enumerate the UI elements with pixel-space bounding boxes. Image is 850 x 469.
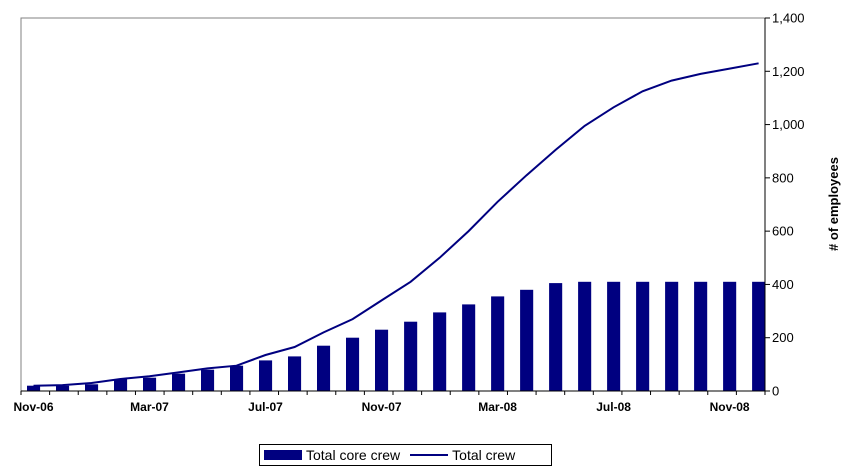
y-tick-label: 400 (772, 277, 794, 292)
bar-May-08 (549, 283, 563, 391)
bar-Aug-07 (288, 356, 302, 391)
x-tick-label: Nov-06 (13, 400, 53, 414)
y-tick-label: 0 (772, 384, 779, 399)
bar-Dec-06 (56, 385, 70, 391)
bar-Jun-07 (230, 365, 244, 391)
legend-item-total-crew: Total crew (404, 447, 515, 463)
y-tick-label: 600 (772, 224, 794, 239)
x-tick-label: Jul-08 (596, 400, 631, 414)
bar-Apr-08 (520, 289, 534, 391)
x-tick-label: Nov-07 (362, 400, 402, 414)
y-tick-label: 1,400 (772, 11, 805, 26)
legend-label-core-crew: Total core crew (306, 447, 401, 463)
bar-Mar-07 (143, 377, 157, 391)
x-ticks: Nov-06 Mar-07 Jul-07 Nov-07 Mar-08 Jul-08 Nov-… (13, 391, 766, 414)
legend: Total core crew Total crew (259, 444, 552, 466)
bar-Sep-08 (665, 281, 679, 391)
legend-item-core-crew: Total core crew (264, 447, 400, 463)
y-axis-label: # of employees (826, 157, 841, 251)
legend-label-total-crew: Total crew (452, 447, 516, 463)
bar-Nov-08 (723, 281, 737, 391)
y-tick-label: 1,000 (772, 117, 805, 132)
bar-Dec-07 (404, 321, 418, 391)
bar-Oct-07 (346, 337, 360, 391)
x-tick-label: Jul-07 (248, 400, 283, 414)
bar-Feb-08 (462, 304, 476, 391)
plot-area (20, 17, 766, 392)
bar-Nov-06 (27, 385, 41, 391)
y-tick-label: 1,200 (772, 64, 805, 79)
bar-Jul-08 (607, 281, 621, 391)
bar-Aug-08 (636, 281, 650, 391)
line-series-total-crew (33, 62, 759, 387)
bar-Oct-08 (694, 281, 708, 391)
bar-Jun-08 (578, 281, 592, 391)
bar-Mar-08 (491, 296, 505, 391)
bar-series (27, 281, 766, 391)
chart-svg: 0 200 400 600 800 1,000 1,200 1,400 Nov-06 Mar-0… (13, 11, 841, 415)
bar-Sep-07 (317, 345, 331, 391)
y-tick-label: 800 (772, 170, 794, 185)
bar-Dec-08 (752, 281, 766, 391)
legend-swatch-bar (264, 450, 302, 460)
bar-Nov-07 (375, 329, 389, 391)
bar-Jan-08 (433, 312, 447, 391)
bar-Feb-07 (114, 379, 128, 391)
bar-Apr-07 (172, 373, 186, 391)
bar-Jul-07 (259, 360, 273, 391)
y-ticks: 0 200 400 600 800 1,000 1,200 1,400 (765, 11, 805, 399)
legend-swatch-line (410, 454, 449, 456)
x-tick-label: Mar-08 (478, 400, 517, 414)
bar-May-07 (201, 369, 215, 391)
y-tick-label: 200 (772, 330, 794, 345)
bar-Jan-07 (85, 384, 99, 391)
x-tick-label: Mar-07 (130, 400, 169, 414)
x-tick-label: Nov-08 (710, 400, 750, 414)
